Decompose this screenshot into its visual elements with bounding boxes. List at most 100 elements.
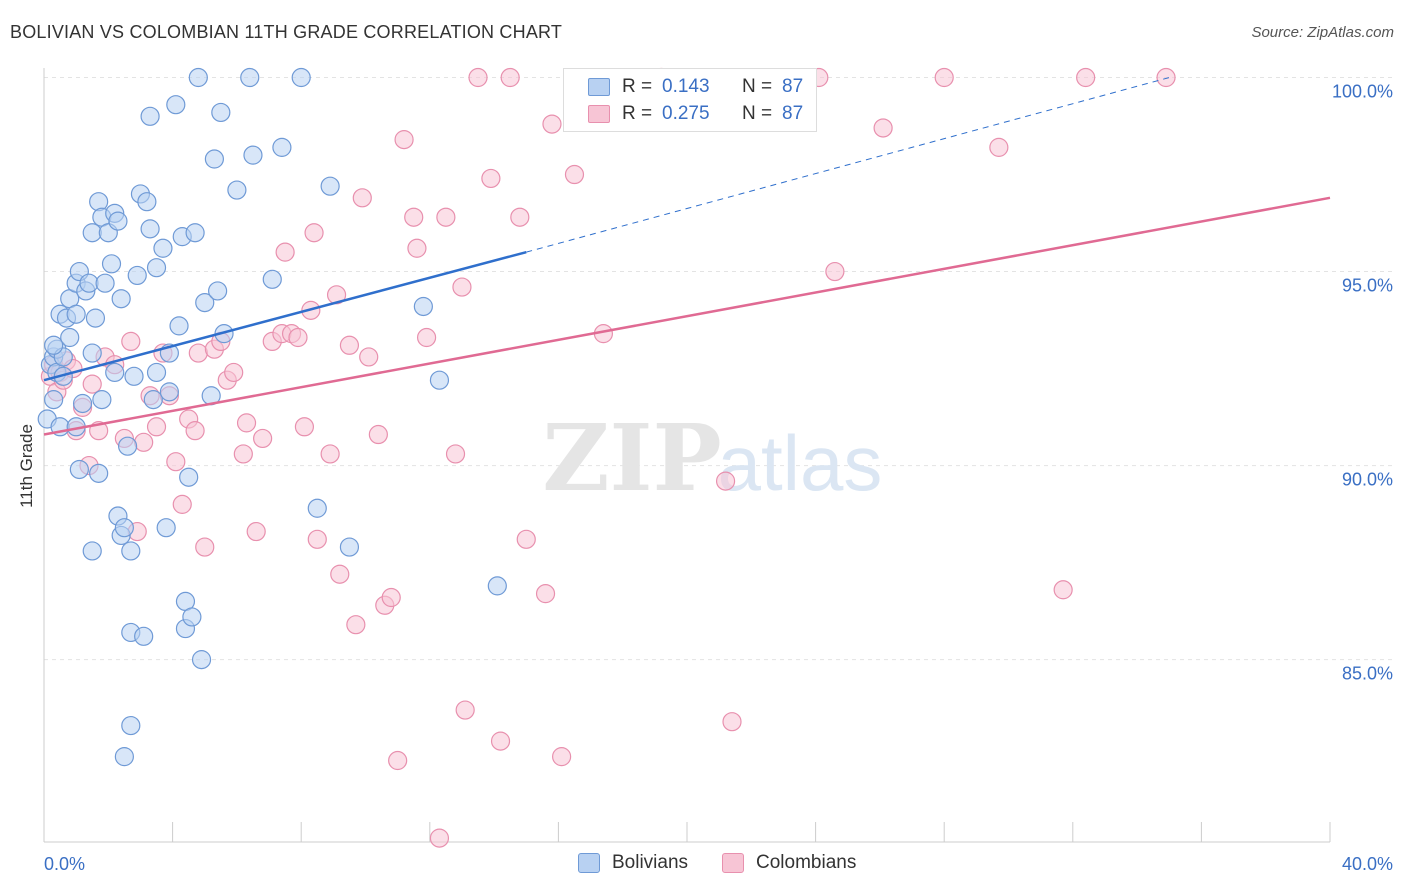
colombian-point — [330, 564, 350, 584]
colombian-point — [166, 452, 186, 472]
bolivian-point — [72, 393, 93, 414]
colombians-swatch — [588, 105, 610, 123]
colombian-point — [722, 712, 742, 732]
r-value: 0.143 — [662, 76, 710, 97]
colombian-point — [1076, 67, 1096, 88]
bolivian-point — [320, 176, 340, 196]
axis-layer: 85.0% 90.0% 95.0% 100.0% 0.0% 40.0% — [43, 68, 1393, 874]
colombian-point — [134, 432, 154, 452]
colombian-point — [394, 130, 414, 150]
colombian-point — [82, 374, 102, 394]
colombian-point — [224, 362, 244, 383]
bolivian-point — [101, 254, 122, 274]
bolivians-legend-swatch — [578, 853, 600, 873]
colombian-point — [429, 828, 450, 848]
bolivian-point — [413, 296, 433, 317]
n-value: 87 — [782, 103, 804, 124]
colombian-point — [404, 207, 424, 227]
bolivian-point — [105, 362, 125, 383]
legend-label-colombians: Colombians — [756, 852, 857, 873]
colombian-point — [455, 700, 475, 720]
colombian-point — [516, 529, 536, 549]
x-tick-label: 0.0% — [44, 854, 85, 874]
bolivian-point — [146, 362, 167, 383]
bolivian-point — [121, 541, 141, 561]
colombian-point — [304, 223, 324, 243]
x-tick-label: 40.0% — [1342, 854, 1393, 874]
colombian-point — [468, 67, 488, 88]
bolivian-point — [227, 180, 247, 200]
bolivian-point — [191, 650, 212, 670]
bolivian-point — [188, 67, 208, 88]
colombian-point — [388, 750, 408, 771]
bolivian-point — [169, 316, 189, 336]
legend-item-bolivians[interactable]: Bolivians — [578, 852, 688, 874]
colombian-point — [934, 67, 954, 88]
bolivian-point — [85, 308, 106, 328]
bolivian-point — [89, 463, 109, 483]
colombian-point — [490, 731, 511, 751]
colombian-point — [481, 168, 501, 189]
bolivian-point — [487, 576, 507, 596]
bolivian-point — [82, 541, 102, 561]
colombian-point — [381, 587, 401, 608]
bolivian-point — [111, 289, 131, 309]
colombian-point — [320, 444, 340, 464]
n-value: 87 — [782, 76, 804, 97]
bolivians-trend-extension — [526, 77, 1170, 253]
bolivian-point — [339, 537, 360, 557]
colombian-point — [146, 417, 167, 437]
bolivian-point — [159, 382, 179, 402]
bolivian-point — [204, 149, 224, 169]
bolivian-point — [429, 370, 450, 390]
colombian-point — [873, 118, 893, 138]
bolivian-point — [44, 390, 64, 410]
bolivian-point — [185, 223, 205, 243]
bolivian-point — [143, 390, 163, 410]
bolivian-point — [140, 106, 160, 126]
colombian-point — [253, 428, 273, 449]
bolivian-point — [89, 192, 109, 212]
colombian-point — [564, 164, 585, 185]
colombian-point — [195, 537, 215, 557]
bolivian-point — [140, 219, 160, 239]
bolivian-point — [243, 145, 263, 165]
colombian-point — [452, 277, 472, 297]
trend-layer — [43, 77, 1331, 436]
y-tick-label: 85.0% — [1342, 664, 1393, 684]
legend-label-bolivians: Bolivians — [612, 852, 689, 873]
colombian-point — [359, 347, 379, 367]
colombian-point — [326, 285, 347, 305]
bolivian-point — [114, 518, 134, 538]
colombian-point — [416, 327, 437, 348]
grid-layer — [44, 77, 1392, 661]
watermark-atlas: atlas — [718, 419, 883, 507]
colombian-point — [1156, 67, 1176, 88]
y-axis-label: 11th Grade — [17, 424, 36, 508]
colombian-point — [407, 238, 427, 258]
bolivian-point — [79, 273, 99, 293]
bolivian-point — [124, 366, 144, 386]
colombian-point — [989, 137, 1009, 157]
bolivian-point — [166, 95, 186, 115]
bolivian-point — [95, 273, 115, 293]
colombians-legend-swatch — [722, 853, 744, 873]
bolivian-point — [92, 390, 112, 410]
colombian-point — [288, 327, 308, 348]
colombian-point — [500, 67, 520, 88]
colombian-point — [542, 114, 562, 134]
colombian-point — [368, 424, 388, 445]
watermark: ZIP atlas — [542, 404, 882, 512]
bolivian-point — [153, 238, 173, 258]
bolivian-point — [121, 715, 141, 736]
bolivian-point — [134, 626, 154, 646]
colombian-point — [715, 471, 736, 491]
bolivian-point — [195, 292, 215, 313]
legend-item-colombians[interactable]: Colombians — [722, 852, 856, 874]
bolivian-point — [82, 343, 102, 363]
colombian-point — [352, 188, 372, 208]
colombian-point — [172, 494, 192, 514]
bolivian-point — [208, 281, 228, 301]
bolivian-point — [82, 223, 102, 243]
